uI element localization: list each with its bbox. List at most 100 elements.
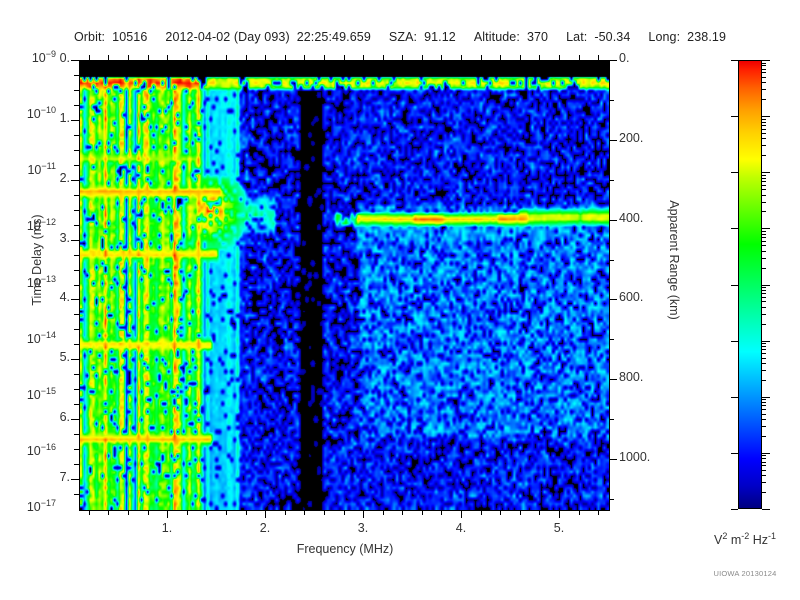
figure-header: Orbit: 10516 2012-04-02 (Day 093) 22:25:49.… <box>0 30 800 44</box>
colorbar-major-tick <box>762 60 770 61</box>
colorbar-minor-tick <box>762 353 766 354</box>
x-top-minor-tick <box>265 55 266 60</box>
y-left-minor-tick <box>74 329 79 330</box>
x-top-minor-tick <box>422 55 423 60</box>
y-left-major-tick <box>71 419 79 420</box>
x-top-minor-tick <box>206 55 207 60</box>
x-top-minor-tick <box>246 55 247 60</box>
colorbar-minor-tick <box>762 399 766 400</box>
y-right-minor-tick <box>609 499 614 500</box>
x-top-minor-tick <box>304 55 305 60</box>
colorbar-major-tick <box>731 172 738 173</box>
y-left-minor-tick <box>74 389 79 390</box>
colorbar-major-tick <box>731 341 738 342</box>
x-minor-tick <box>598 510 599 515</box>
y-left-minor-tick <box>74 150 79 151</box>
colorbar-major-tick <box>762 172 770 173</box>
x-minor-tick <box>206 510 207 515</box>
x-major-tick <box>461 510 462 518</box>
colorbar-major-tick <box>731 60 738 61</box>
y-left-minor-tick <box>74 75 79 76</box>
colorbar-major-tick <box>762 116 770 117</box>
y-right-minor-tick <box>609 339 614 340</box>
colorbar-minor-tick <box>762 99 766 100</box>
colorbar-minor-tick <box>762 211 766 212</box>
colorbar-minor-tick <box>762 290 766 291</box>
colorbar-minor-tick <box>762 241 766 242</box>
y-left-minor-tick <box>74 434 79 435</box>
colorbar-minor-tick <box>762 268 766 269</box>
colorbar-minor-tick <box>762 380 766 381</box>
y-left-tick-label: 2. <box>59 171 70 185</box>
longitude-value: 238.19 <box>687 30 727 44</box>
x-top-minor-tick <box>108 55 109 60</box>
x-minor-tick <box>128 510 129 515</box>
x-minor-tick <box>226 510 227 515</box>
colorbar-minor-tick <box>762 138 766 139</box>
colorbar-minor-tick <box>762 231 766 232</box>
ionogram-plot-area <box>79 60 610 511</box>
colorbar-minor-tick <box>762 409 766 410</box>
sza-value: 91.12 <box>424 30 456 44</box>
y-left-tick-label: 5. <box>59 350 70 364</box>
x-top-minor-tick <box>441 55 442 60</box>
y-right-major-tick <box>609 60 617 61</box>
colorbar-major-tick <box>762 509 770 510</box>
colorbar-minor-tick <box>762 436 766 437</box>
x-top-minor-tick <box>481 55 482 60</box>
colorbar-minor-tick <box>762 63 766 64</box>
colorbar-minor-tick <box>762 77 766 78</box>
x-top-minor-tick <box>285 55 286 60</box>
y-right-minor-tick <box>609 180 614 181</box>
y-right-tick-label: 800. <box>619 370 644 384</box>
x-major-tick <box>167 510 168 518</box>
colorbar-major-tick <box>731 228 738 229</box>
colorbar-minor-tick <box>762 119 766 120</box>
colorbar-minor-tick <box>762 297 766 298</box>
y-right-major-tick <box>609 379 617 380</box>
colorbar-minor-tick <box>762 363 766 364</box>
x-top-minor-tick <box>598 55 599 60</box>
y-left-minor-tick <box>74 195 79 196</box>
colorbar-minor-tick <box>762 465 766 466</box>
y-right-major-tick <box>609 140 617 141</box>
x-minor-tick <box>520 510 521 515</box>
colorbar-minor-tick <box>762 358 766 359</box>
colorbar-minor-tick <box>762 414 766 415</box>
y-left-minor-tick <box>74 374 79 375</box>
colorbar-minor-tick <box>762 133 766 134</box>
colorbar-major-tick <box>731 509 738 510</box>
x-top-minor-tick <box>148 55 149 60</box>
x-top-minor-tick <box>363 55 364 60</box>
colorbar-minor-tick <box>762 470 766 471</box>
x-minor-tick <box>285 510 286 515</box>
colorbar-minor-tick <box>762 492 766 493</box>
colorbar-minor-tick <box>762 349 766 350</box>
colorbar-minor-tick <box>762 346 766 347</box>
colorbar-tick-label: 10−11 <box>27 160 56 177</box>
colorbar-minor-tick <box>762 195 766 196</box>
colorbar-tick-label: 10−14 <box>26 329 56 346</box>
colorbar-minor-tick <box>762 324 766 325</box>
x-top-minor-tick <box>539 55 540 60</box>
colorbar-major-tick <box>731 453 738 454</box>
colorbar-major-tick <box>731 116 738 117</box>
x-minor-tick <box>344 510 345 515</box>
y-left-minor-tick <box>74 314 79 315</box>
x-minor-tick <box>246 510 247 515</box>
colorbar-minor-tick <box>762 402 766 403</box>
longitude-label: Long: <box>648 30 681 44</box>
colorbar-minor-tick <box>762 307 766 308</box>
colorbar-minor-tick <box>762 258 766 259</box>
colorbar-minor-tick <box>762 301 766 302</box>
x-top-minor-tick <box>128 55 129 60</box>
y-left-tick-label: 4. <box>59 290 70 304</box>
colorbar-minor-tick <box>762 482 766 483</box>
y-left-tick-label: 7. <box>59 470 70 484</box>
x-minor-tick <box>481 510 482 515</box>
colorbar-minor-tick <box>762 370 766 371</box>
colorbar-minor-tick <box>762 343 766 344</box>
colorbar-minor-tick <box>762 181 766 182</box>
colorbar-tick-label: 10−13 <box>26 273 56 290</box>
colorbar-minor-tick <box>762 251 766 252</box>
